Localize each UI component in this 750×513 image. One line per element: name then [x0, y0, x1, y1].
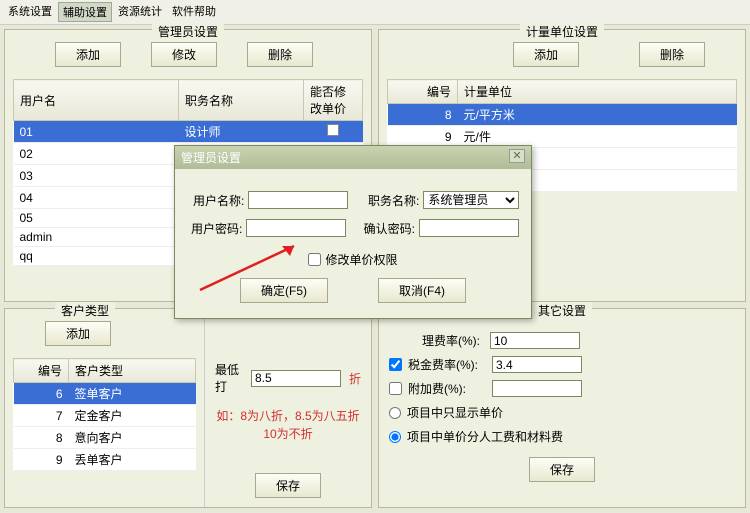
- table-row[interactable]: 8元/平方米: [388, 104, 737, 126]
- cust-table: 编号 客户类型 6签单客户 7定金客户 8意向客户 9丢单客户: [13, 358, 196, 471]
- table-row[interactable]: 9丢单客户: [14, 449, 196, 471]
- col-user[interactable]: 用户名: [14, 80, 179, 121]
- radio-label-1: 项目中只显示单价: [407, 404, 503, 421]
- extra-label: 附加费(%):: [408, 380, 486, 397]
- radio-label-2: 项目中单价分人工费和材料费: [407, 428, 563, 445]
- menubar: 系统设置 辅助设置 资源统计 软件帮助: [0, 0, 750, 25]
- discount-unit: 折: [349, 370, 361, 387]
- cancel-button[interactable]: 取消(F4): [378, 278, 466, 303]
- tax-label: 税金费率(%):: [408, 356, 486, 373]
- admin-add-button[interactable]: 添加: [55, 42, 121, 67]
- perm-label: 修改单价权限: [325, 251, 397, 268]
- admin-del-button[interactable]: 删除: [247, 42, 313, 67]
- menu-sys[interactable]: 系统设置: [4, 2, 56, 22]
- table-row[interactable]: 01设计师: [14, 121, 363, 143]
- pwd-label: 用户密码:: [187, 220, 242, 237]
- pwd2-input[interactable]: [419, 219, 519, 237]
- table-row[interactable]: 7定金客户: [14, 405, 196, 427]
- admin-dialog: 管理员设置 ✕ 用户名称: 职务名称: 系统管理员 用户密码: 确认密码: 修改…: [174, 145, 532, 319]
- panel-cust-title: 客户类型: [55, 302, 115, 319]
- ok-button[interactable]: 确定(F5): [240, 278, 328, 303]
- col-perm[interactable]: 能否修改单价: [304, 80, 363, 121]
- role-select[interactable]: 系统管理员: [423, 191, 519, 209]
- pwd-input[interactable]: [246, 219, 346, 237]
- table-row[interactable]: 6签单客户: [14, 383, 196, 405]
- admin-edit-button[interactable]: 修改: [151, 42, 217, 67]
- user-input[interactable]: [248, 191, 348, 209]
- pwd2-label: 确认密码:: [350, 220, 415, 237]
- extra-input[interactable]: [492, 380, 582, 397]
- menu-aux[interactable]: 辅助设置: [58, 2, 112, 22]
- col-id[interactable]: 编号: [388, 80, 458, 104]
- unit-add-button[interactable]: 添加: [513, 42, 579, 67]
- discount-label: 最低打: [215, 361, 243, 395]
- mgmt-input[interactable]: [490, 332, 580, 349]
- panel-admin-title: 管理员设置: [152, 23, 224, 40]
- other-save-button[interactable]: 保存: [529, 457, 595, 482]
- close-icon[interactable]: ✕: [509, 149, 525, 163]
- discount-area: 最低打 折 如：8为八折，8.5为八五折 10为不折 保存: [205, 309, 371, 507]
- user-label: 用户名称:: [187, 192, 244, 209]
- col-type[interactable]: 客户类型: [69, 359, 196, 383]
- unit-del-button[interactable]: 删除: [639, 42, 705, 67]
- extra-checkbox[interactable]: [389, 382, 402, 395]
- discount-save-button[interactable]: 保存: [255, 473, 321, 498]
- panel-other-title: 其它设置: [532, 302, 592, 319]
- col-id[interactable]: 编号: [14, 359, 69, 383]
- role-label: 职务名称:: [352, 192, 419, 209]
- panel-unit-title: 计量单位设置: [520, 23, 604, 40]
- col-role[interactable]: 职务名称: [179, 80, 304, 121]
- checkbox-icon[interactable]: [327, 124, 339, 136]
- cust-add-button[interactable]: 添加: [45, 321, 111, 346]
- panel-cust: 客户类型 添加 编号 客户类型 6签单客户 7定金客户 8意向客户 9丢单客户 …: [4, 308, 372, 508]
- col-unit[interactable]: 计量单位: [458, 80, 737, 104]
- menu-help[interactable]: 软件帮助: [168, 2, 220, 22]
- table-row[interactable]: 8意向客户: [14, 427, 196, 449]
- discount-note: 如：8为八折，8.5为八五折 10为不折: [215, 407, 361, 443]
- tax-input[interactable]: [492, 356, 582, 373]
- perm-checkbox[interactable]: [308, 253, 321, 266]
- radio-price-only[interactable]: [389, 407, 401, 419]
- dialog-title: 管理员设置: [181, 149, 241, 166]
- discount-input[interactable]: [251, 370, 341, 387]
- mgmt-label: 理费率(%):: [389, 332, 484, 349]
- radio-price-split[interactable]: [389, 431, 401, 443]
- tax-checkbox[interactable]: [389, 358, 402, 371]
- menu-res[interactable]: 资源统计: [114, 2, 166, 22]
- panel-other: 其它设置 理费率(%): 税金费率(%): 附加费(%): 项目中只显示单价 项…: [378, 308, 746, 508]
